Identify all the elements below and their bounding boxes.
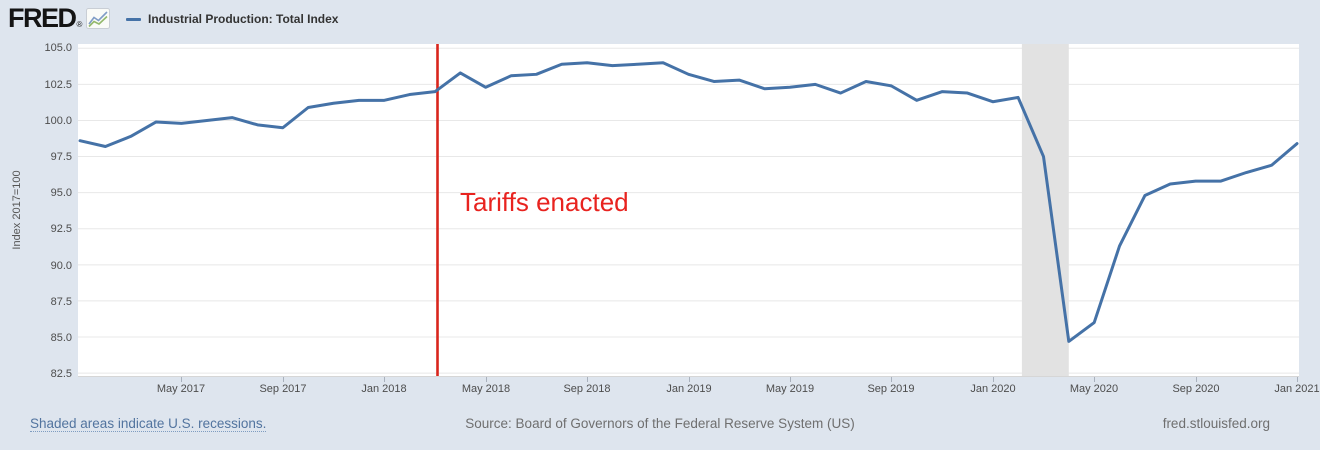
x-tick-mark <box>181 377 182 382</box>
y-tick-label: 92.5 <box>50 223 72 236</box>
x-tick-label: Sep 2020 <box>1172 383 1220 395</box>
x-tick-mark <box>891 377 892 382</box>
fred-logo[interactable]: FRED ® <box>8 3 111 33</box>
x-tick-label: Jan 2020 <box>970 383 1016 395</box>
chart-legend: Industrial Production: Total Index <box>126 12 338 26</box>
data-line-industrial-production <box>78 61 1299 343</box>
fred-chart-icon <box>86 7 111 29</box>
registered-trademark-icon: ® <box>76 20 83 29</box>
x-tick-label: Jan 2021 <box>1274 383 1320 395</box>
x-tick-label: Sep 2019 <box>867 383 915 395</box>
x-tick-mark <box>993 377 994 382</box>
line-chart <box>78 44 1299 376</box>
y-tick-label: 85.0 <box>50 331 72 344</box>
x-tick-mark <box>689 377 690 382</box>
x-tick-mark <box>486 377 487 382</box>
y-tick-label: 90.0 <box>50 259 72 272</box>
x-tick-mark <box>587 377 588 382</box>
x-tick-mark <box>1094 377 1095 382</box>
fred-site-link[interactable]: fred.stlouisfed.org <box>1162 416 1270 431</box>
fred-logo-text: FRED <box>8 3 77 33</box>
footer: Shaded areas indicate U.S. recessions. S… <box>0 416 1320 438</box>
x-tick-label: Sep 2017 <box>259 383 307 395</box>
legend-line-swatch <box>126 17 141 21</box>
plot-area <box>78 44 1299 377</box>
x-tick-label: May 2019 <box>765 383 815 395</box>
y-tick-label: 100.0 <box>44 114 72 127</box>
x-tick-mark <box>1196 377 1197 382</box>
x-tick-label: May 2017 <box>156 383 206 395</box>
y-tick-label: 97.5 <box>50 150 72 163</box>
recession-note-link[interactable]: Shaded areas indicate U.S. recessions. <box>30 416 267 432</box>
x-tick-mark <box>790 377 791 382</box>
x-tick-mark <box>384 377 385 382</box>
legend-series-label: Industrial Production: Total Index <box>148 12 339 26</box>
x-tick-label: May 2020 <box>1069 383 1119 395</box>
x-tick-label: Jan 2018 <box>361 383 407 395</box>
y-tick-label: 105.0 <box>44 42 72 55</box>
y-tick-label: 87.5 <box>50 295 72 308</box>
y-tick-label: 82.5 <box>50 368 72 381</box>
x-tick-mark <box>283 377 284 382</box>
y-axis-title: Index 2017=100 <box>11 170 23 250</box>
x-tick-label: Sep 2018 <box>563 383 611 395</box>
x-tick-label: Jan 2019 <box>666 383 712 395</box>
x-tick-mark <box>1297 377 1298 382</box>
source-attribution: Source: Board of Governors of the Federa… <box>465 416 855 431</box>
y-tick-label: 95.0 <box>50 187 72 200</box>
y-tick-label: 102.5 <box>44 78 72 91</box>
recession-shading-band <box>1021 44 1069 376</box>
x-tick-label: May 2018 <box>461 383 511 395</box>
tariffs-annotation-label: Tariffs enacted <box>460 187 629 217</box>
